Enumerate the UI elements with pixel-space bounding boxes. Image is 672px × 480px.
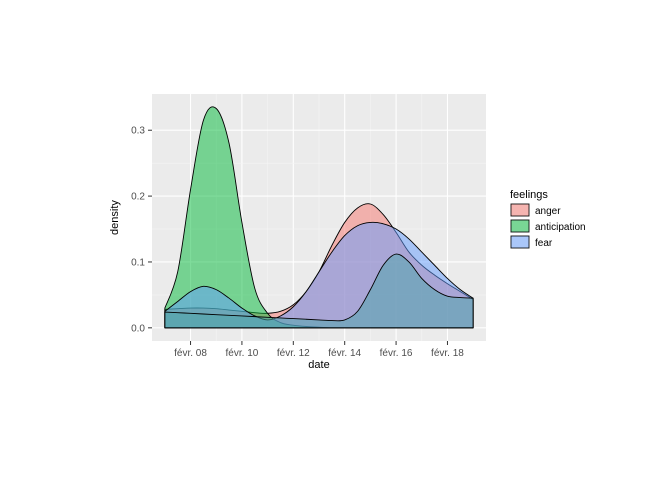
density-area-overlap-3 [164,253,474,329]
legend-swatch-anticipation [510,219,530,233]
x-tick-label: févr. 08 [174,348,207,359]
density-areas [164,106,474,329]
legend-swatch-anger [510,203,530,217]
y-axis-title: density [109,200,121,235]
x-tick-label: févr. 14 [328,348,361,359]
y-tick-label: 0.0 [131,323,145,334]
legend: feelings anger anticipation fear [510,189,586,249]
legend-label-anticipation: anticipation [535,222,586,233]
legend-label-anger: anger [535,206,561,217]
x-tick-label: févr. 18 [431,348,464,359]
x-tick-label: févr. 12 [277,348,310,359]
legend-swatch-fear [510,235,530,249]
legend-label-fear: fear [535,238,553,249]
y-tick-label: 0.2 [131,192,145,203]
x-axis-ticks: févr. 08 févr. 10 févr. 12 févr. 14 févr. 16… [174,341,464,359]
legend-title: feelings [510,189,548,201]
y-tick-label: 0.1 [131,257,145,268]
y-axis-ticks: 0.0 0.1 0.2 0.3 [131,126,152,334]
x-tick-label: févr. 16 [380,348,413,359]
y-tick-label: 0.3 [131,126,145,137]
x-axis-title: date [308,359,329,371]
x-tick-label: févr. 10 [226,348,259,359]
